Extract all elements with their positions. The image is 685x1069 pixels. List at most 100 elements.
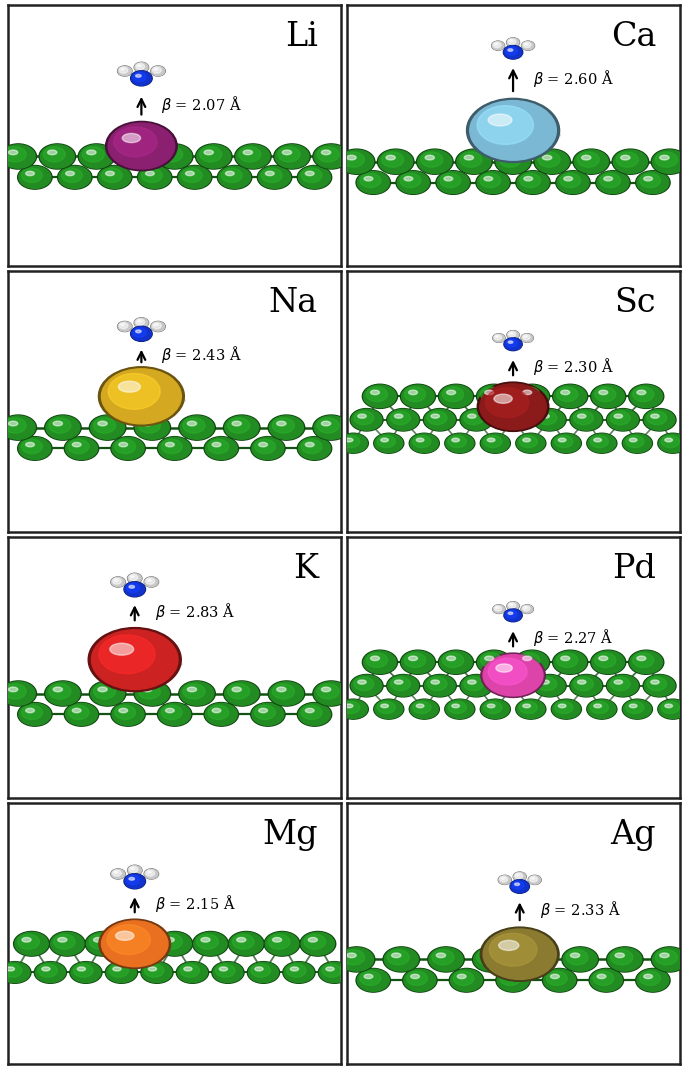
Ellipse shape (86, 943, 121, 948)
Ellipse shape (514, 873, 523, 879)
Ellipse shape (388, 676, 419, 696)
Ellipse shape (481, 952, 490, 958)
Ellipse shape (401, 396, 436, 401)
Ellipse shape (106, 972, 138, 976)
Ellipse shape (494, 394, 512, 403)
Ellipse shape (596, 171, 630, 195)
Ellipse shape (483, 929, 556, 979)
Ellipse shape (392, 952, 401, 958)
Ellipse shape (587, 699, 617, 719)
Ellipse shape (22, 706, 42, 719)
Ellipse shape (269, 934, 290, 949)
Ellipse shape (66, 437, 97, 460)
Ellipse shape (350, 408, 383, 431)
Ellipse shape (507, 42, 520, 44)
Ellipse shape (322, 964, 342, 977)
Ellipse shape (480, 387, 501, 402)
Text: $\beta$ = 2.43 Å: $\beta$ = 2.43 Å (162, 344, 242, 366)
Ellipse shape (366, 653, 388, 667)
Ellipse shape (15, 943, 50, 948)
Ellipse shape (508, 38, 516, 45)
Ellipse shape (94, 418, 116, 433)
Ellipse shape (119, 709, 127, 713)
Ellipse shape (194, 932, 227, 956)
Ellipse shape (508, 335, 519, 337)
Ellipse shape (387, 675, 420, 697)
Ellipse shape (340, 150, 373, 173)
Ellipse shape (114, 579, 118, 582)
Ellipse shape (239, 146, 261, 162)
Ellipse shape (132, 78, 152, 81)
Ellipse shape (339, 700, 367, 718)
Ellipse shape (299, 176, 332, 182)
Ellipse shape (482, 443, 511, 447)
Ellipse shape (498, 419, 530, 424)
Ellipse shape (400, 173, 421, 188)
Ellipse shape (588, 443, 617, 447)
Ellipse shape (78, 144, 114, 169)
Ellipse shape (643, 675, 676, 697)
Ellipse shape (452, 438, 460, 441)
Ellipse shape (251, 702, 285, 726)
Ellipse shape (99, 176, 132, 182)
Ellipse shape (180, 693, 216, 698)
Ellipse shape (158, 436, 192, 461)
Ellipse shape (431, 414, 440, 418)
Ellipse shape (53, 934, 75, 949)
Ellipse shape (158, 144, 192, 168)
Ellipse shape (555, 435, 573, 448)
Ellipse shape (653, 150, 685, 173)
Ellipse shape (358, 680, 366, 684)
Ellipse shape (633, 653, 654, 667)
Ellipse shape (547, 971, 567, 986)
Ellipse shape (127, 584, 140, 592)
Ellipse shape (499, 941, 519, 950)
Ellipse shape (216, 964, 235, 977)
Ellipse shape (374, 433, 404, 453)
Ellipse shape (124, 582, 145, 597)
Ellipse shape (651, 947, 685, 972)
Ellipse shape (506, 339, 517, 347)
Ellipse shape (64, 436, 99, 461)
Ellipse shape (388, 409, 419, 430)
Ellipse shape (512, 881, 524, 889)
Ellipse shape (658, 433, 685, 453)
Ellipse shape (88, 628, 182, 692)
Ellipse shape (661, 435, 680, 448)
Ellipse shape (508, 602, 519, 610)
Ellipse shape (206, 437, 237, 460)
Ellipse shape (179, 681, 215, 707)
Ellipse shape (448, 701, 466, 713)
Ellipse shape (507, 602, 519, 610)
Ellipse shape (347, 155, 356, 160)
Ellipse shape (133, 328, 146, 337)
Ellipse shape (498, 409, 528, 430)
Ellipse shape (554, 396, 588, 401)
Ellipse shape (523, 656, 532, 661)
Ellipse shape (306, 171, 314, 175)
Ellipse shape (496, 336, 499, 338)
Ellipse shape (438, 384, 473, 408)
Ellipse shape (633, 387, 654, 402)
Ellipse shape (6, 966, 14, 971)
Ellipse shape (560, 173, 580, 188)
Ellipse shape (470, 127, 560, 142)
Ellipse shape (496, 664, 512, 672)
Ellipse shape (493, 605, 505, 614)
Ellipse shape (306, 443, 314, 447)
Ellipse shape (517, 443, 546, 447)
Ellipse shape (208, 439, 229, 453)
Ellipse shape (3, 964, 22, 977)
Ellipse shape (105, 171, 114, 175)
Ellipse shape (166, 709, 174, 713)
Ellipse shape (477, 106, 534, 144)
Ellipse shape (139, 176, 173, 182)
Ellipse shape (166, 443, 174, 447)
Ellipse shape (0, 962, 30, 982)
Ellipse shape (184, 966, 192, 971)
Ellipse shape (301, 168, 322, 183)
Ellipse shape (79, 155, 115, 161)
Ellipse shape (221, 168, 242, 183)
Ellipse shape (129, 574, 138, 580)
Ellipse shape (142, 421, 152, 425)
